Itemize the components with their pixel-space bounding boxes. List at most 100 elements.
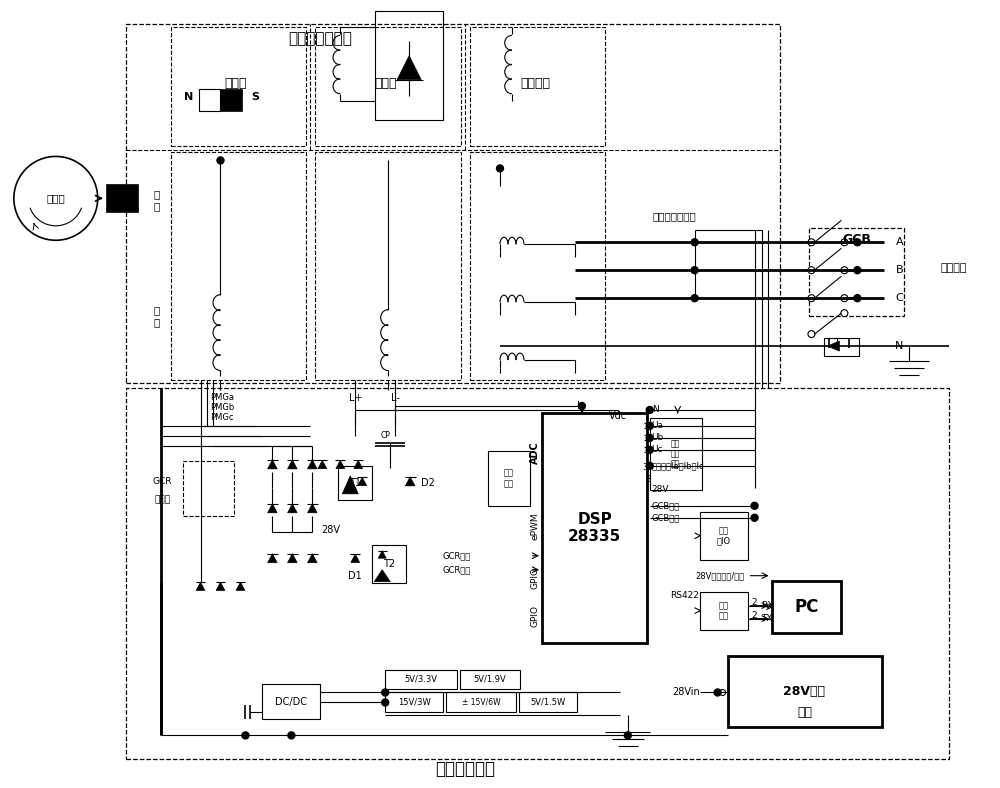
Polygon shape <box>288 504 297 513</box>
Text: 隔离
芯片: 隔离 芯片 <box>719 601 729 620</box>
Text: DC/DC: DC/DC <box>275 697 307 707</box>
Polygon shape <box>342 476 358 494</box>
Bar <box>375 11 443 121</box>
Polygon shape <box>354 460 363 469</box>
Text: ADC: ADC <box>530 441 540 464</box>
Text: PMGb: PMGb <box>211 403 235 412</box>
Text: N: N <box>184 91 193 102</box>
Text: 5V/1.9V: 5V/1.9V <box>474 675 506 684</box>
Circle shape <box>854 239 861 246</box>
Circle shape <box>808 266 815 273</box>
Text: RX: RX <box>762 601 774 610</box>
Circle shape <box>646 447 653 453</box>
Text: T2: T2 <box>383 559 395 569</box>
Text: S: S <box>251 91 259 102</box>
Text: 3: 3 <box>645 475 651 485</box>
Text: 28V: 28V <box>321 525 340 535</box>
Text: ePWM: ePWM <box>530 512 539 540</box>
Circle shape <box>841 310 848 317</box>
Polygon shape <box>196 582 205 590</box>
Bar <box>488 451 530 506</box>
Bar <box>460 670 520 690</box>
Circle shape <box>646 422 653 429</box>
Circle shape <box>808 239 815 246</box>
Circle shape <box>691 239 698 246</box>
Bar <box>542 413 647 642</box>
Polygon shape <box>378 551 386 558</box>
Text: PMGa: PMGa <box>211 393 235 403</box>
Bar <box>106 184 138 212</box>
Bar <box>338 466 372 500</box>
Text: D1: D1 <box>348 571 362 581</box>
Text: 5V/3.3V: 5V/3.3V <box>405 675 438 684</box>
Circle shape <box>242 732 249 739</box>
Circle shape <box>288 732 295 739</box>
Bar <box>700 511 748 559</box>
Circle shape <box>841 239 848 246</box>
Text: N: N <box>652 406 658 414</box>
Bar <box>700 592 748 630</box>
Circle shape <box>691 266 698 273</box>
Polygon shape <box>827 341 839 351</box>
Polygon shape <box>358 478 367 485</box>
Text: 28Vin: 28Vin <box>672 687 700 697</box>
Text: D2: D2 <box>421 478 435 488</box>
Text: 负载电流Ia、Ib、Ic: 负载电流Ia、Ib、Ic <box>652 461 704 470</box>
Text: A: A <box>895 237 903 247</box>
Bar <box>183 461 234 516</box>
Bar <box>446 693 516 712</box>
Circle shape <box>808 331 815 337</box>
Text: GPIO: GPIO <box>530 604 539 626</box>
Polygon shape <box>308 460 317 469</box>
Text: 主发电机: 主发电机 <box>520 77 550 90</box>
Polygon shape <box>308 504 317 513</box>
Circle shape <box>841 295 848 302</box>
Text: C: C <box>895 293 903 303</box>
Text: TX: TX <box>762 614 773 623</box>
Circle shape <box>624 732 631 739</box>
Text: B: B <box>895 266 903 275</box>
Circle shape <box>751 502 758 509</box>
Text: 三级式同步电机: 三级式同步电机 <box>288 32 352 46</box>
Text: Ie: Ie <box>577 401 586 411</box>
Bar <box>220 88 242 110</box>
Text: 隔离
驱动: 隔离 驱动 <box>504 469 514 488</box>
Bar <box>126 388 949 760</box>
Polygon shape <box>216 582 225 590</box>
Text: L-: L- <box>391 393 400 403</box>
Text: PMGc: PMGc <box>211 414 234 422</box>
Polygon shape <box>288 460 297 469</box>
Text: 28V: 28V <box>652 485 669 494</box>
Text: 采样
调理
电路: 采样 调理 电路 <box>671 439 680 469</box>
Polygon shape <box>268 504 277 513</box>
Bar <box>470 152 605 380</box>
Circle shape <box>646 463 653 470</box>
Text: 28V发电使能/复位: 28V发电使能/复位 <box>695 571 745 580</box>
Text: GCR: GCR <box>153 478 172 486</box>
Text: GCB: GCB <box>842 232 871 246</box>
Text: 3: 3 <box>642 463 648 472</box>
Text: ± 15V/6W: ± 15V/6W <box>462 698 500 707</box>
Text: N: N <box>895 341 903 351</box>
Text: 定
子: 定 子 <box>153 305 160 327</box>
Polygon shape <box>318 460 327 469</box>
Text: GPIO: GPIO <box>530 567 539 589</box>
Text: Vdc: Vdc <box>609 411 627 421</box>
Bar <box>315 27 461 147</box>
Bar <box>470 27 605 147</box>
Bar <box>262 685 320 719</box>
Text: 继电器: 继电器 <box>155 496 171 504</box>
Bar <box>315 152 461 380</box>
Circle shape <box>578 403 585 410</box>
Polygon shape <box>336 460 345 469</box>
Text: 28V应急: 28V应急 <box>783 685 825 698</box>
Text: RS422: RS422 <box>670 591 699 600</box>
Text: 发电机电压检测: 发电机电压检测 <box>653 211 697 221</box>
Text: T1: T1 <box>349 478 361 488</box>
Bar <box>772 581 841 633</box>
Text: Ub: Ub <box>652 433 664 442</box>
Bar <box>171 27 306 147</box>
Text: 发电机控制器: 发电机控制器 <box>435 760 495 779</box>
Bar <box>199 88 220 110</box>
Circle shape <box>646 434 653 441</box>
